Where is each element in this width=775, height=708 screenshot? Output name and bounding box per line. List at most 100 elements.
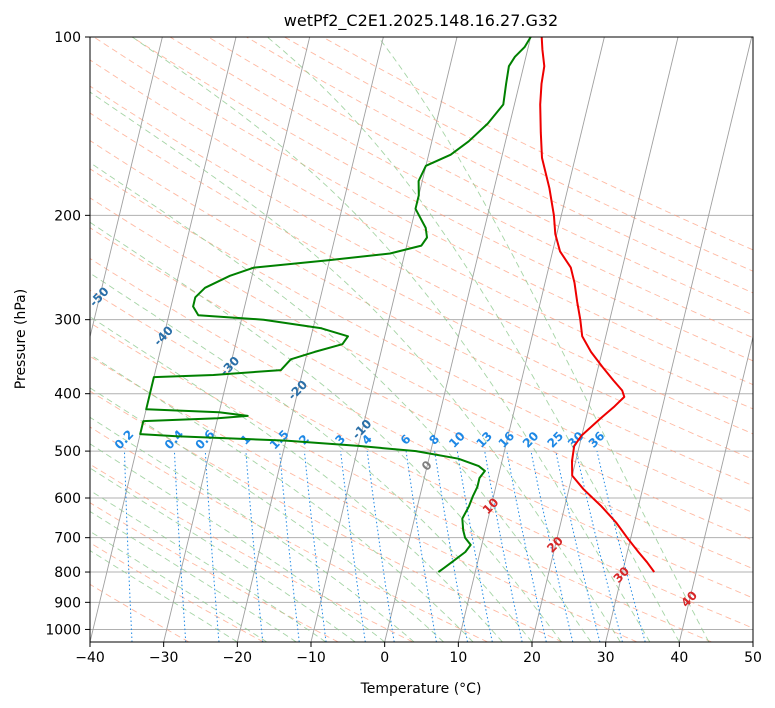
- temperature-profile-line: [539, 37, 656, 573]
- x-tick-label: 40: [670, 650, 688, 666]
- dry-adiabat-line: [246, 37, 753, 294]
- mixing-ratio-line: [279, 451, 300, 642]
- x-axis-ticks: −40 −30 −20 −10 0 10 20 30 40 50: [75, 642, 762, 666]
- mixing-ratio-line: [484, 451, 523, 642]
- mixing-ratio-label: 0.2: [112, 427, 137, 452]
- isotherm-line: [752, 640, 753, 642]
- isotherm-label-positive: 20: [544, 534, 566, 556]
- plot-area: -100-90-80-70-60-50-40-30-20-10010203040…: [24, 37, 753, 642]
- y-tick-label: 800: [54, 565, 81, 581]
- isotherm-line: [457, 37, 605, 642]
- isotherm-line: [163, 37, 311, 642]
- mixing-ratio-line: [405, 451, 437, 642]
- dry-adiabat-line: [90, 112, 753, 460]
- x-tick-label: 0: [380, 650, 389, 666]
- x-tick-label: 30: [597, 650, 615, 666]
- y-axis-ticks: 100 200 300 400 500 600 700 800 900 1000: [45, 30, 90, 638]
- pressure-grid: [90, 37, 753, 630]
- isotherm-label-positive: 40: [678, 588, 700, 610]
- y-tick-label: 100: [54, 30, 81, 46]
- dry-adiabat-line: [131, 37, 753, 362]
- isotherm-line: [678, 334, 753, 642]
- mixing-ratio-label: 6: [398, 432, 414, 448]
- moist-adiabat-line: [90, 221, 562, 642]
- isotherm-line: [605, 37, 753, 642]
- mixing-ratio-label: 36: [586, 429, 608, 451]
- mixing-ratio-label: 16: [496, 429, 518, 451]
- mixing-ratio-lines: [124, 450, 646, 642]
- isotherm-line: [90, 37, 163, 339]
- dry-adiabat-line: [90, 355, 638, 642]
- dry-adiabat-line: [90, 463, 414, 642]
- moist-adiabats: [90, 37, 710, 642]
- y-axis-label: Pressure (hPa): [13, 289, 29, 389]
- mixing-ratio-line: [506, 451, 547, 642]
- mixing-ratio-line: [204, 451, 220, 642]
- mixing-ratio-label: 8: [426, 432, 442, 448]
- y-tick-label: 300: [54, 313, 81, 329]
- mixing-ratio-label: 0.6: [192, 427, 217, 452]
- moist-adiabat-line: [90, 416, 415, 642]
- dry-adiabat-line: [90, 426, 488, 642]
- dry-adiabat-line: [90, 85, 753, 435]
- moist-adiabat-line: [90, 316, 503, 642]
- mixing-ratio-line: [245, 451, 264, 642]
- isotherm-label: -20: [285, 377, 310, 402]
- dry-adiabat-line: [93, 37, 753, 386]
- y-tick-label: 700: [54, 531, 81, 547]
- dry-adiabat-line: [90, 502, 339, 642]
- mixing-ratio-label: 30: [565, 429, 587, 451]
- x-tick-label: 20: [523, 650, 541, 666]
- x-tick-label: 50: [744, 650, 762, 666]
- moist-adiabat-line: [90, 354, 474, 642]
- mixing-ratio-line: [530, 451, 574, 642]
- mixing-ratio-line: [555, 450, 601, 642]
- dry-adiabat-line: [90, 168, 753, 514]
- y-tick-label: 900: [54, 595, 81, 611]
- x-axis-label: Temperature (°C): [360, 681, 482, 697]
- plot-frame: [89, 36, 754, 643]
- mixing-ratio-line: [303, 451, 327, 642]
- dry-adiabat-line: [90, 227, 753, 570]
- dry-adiabat-line: [90, 583, 190, 642]
- moist-adiabat-line: [132, 37, 651, 642]
- dry-adiabat-line: [90, 390, 563, 642]
- isotherm-line: [90, 37, 237, 642]
- mixing-ratio-line: [575, 450, 623, 642]
- mixing-ratio-label: 0.4: [162, 427, 187, 452]
- moist-adiabat-line: [267, 37, 680, 642]
- y-tick-label: 600: [54, 491, 81, 507]
- moist-adiabat-line: [90, 272, 533, 642]
- mixing-ratio-label: 25: [545, 429, 567, 451]
- mixing-ratio-line: [366, 451, 395, 642]
- moist-adiabat-line: [90, 530, 268, 642]
- moist-adiabat-line: [90, 387, 444, 642]
- x-tick-label: −40: [75, 650, 105, 666]
- mixing-ratio-label: 10: [446, 429, 468, 451]
- isotherm-label: -60: [24, 238, 49, 263]
- moist-adiabat-line: [377, 37, 710, 642]
- moist-adiabat-line: [90, 443, 385, 642]
- isotherm-label-positive: 30: [611, 564, 633, 586]
- y-tick-label: 500: [54, 444, 81, 460]
- y-tick-label: 200: [54, 208, 81, 224]
- moist-adiabat-line: [90, 550, 238, 642]
- chart-title: wetPf2_C2E1.2025.148.16.27.G32: [284, 11, 558, 31]
- mixing-ratio-label: 2: [296, 432, 312, 448]
- mixing-ratio-label: 13: [473, 429, 495, 451]
- x-tick-label: −10: [296, 650, 326, 666]
- sounding-profiles: [139, 37, 656, 573]
- mixing-ratio-line: [456, 451, 493, 642]
- x-tick-label: −30: [149, 650, 179, 666]
- isotherm-label-zero: 0: [419, 458, 435, 474]
- x-tick-label: −20: [223, 650, 253, 666]
- mixing-ratio-line: [340, 451, 366, 642]
- dry-adiabat-line: [169, 37, 753, 339]
- y-tick-label: 400: [54, 387, 81, 403]
- isotherm-line: [310, 37, 458, 642]
- moist-adiabat-line: [90, 489, 326, 642]
- dry-adiabats: [90, 37, 753, 642]
- isotherm-line: [531, 37, 679, 642]
- dry-adiabat-line: [90, 542, 264, 642]
